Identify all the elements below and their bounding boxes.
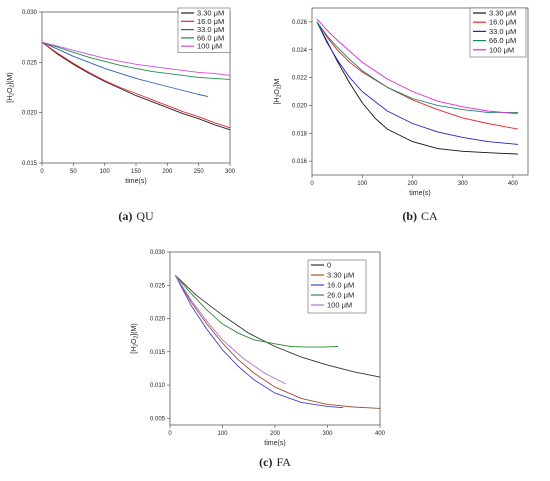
x-tick-label: 0 [40, 169, 44, 175]
x-tick-label: 100 [217, 431, 228, 437]
x-tick-label: 0 [168, 431, 172, 437]
x-tick-label: 300 [225, 169, 236, 175]
y-tick-label: 0.025 [22, 60, 38, 66]
panel-qu: 0 50 100 150 200 250 300 0.015 0.020 0.025 0.030 ti… [7, 7, 236, 185]
legend-label: 0 [327, 261, 331, 270]
legend-label: 3.30 μM [489, 9, 516, 18]
x-tick-label: 150 [131, 169, 142, 175]
x-axis-label: time(s) [125, 178, 146, 185]
y-axis-label: [H2O2](M) [7, 72, 16, 102]
y-tick-label: 0.026 [292, 20, 308, 26]
legend-box [177, 7, 231, 53]
y-tick-label: 0.016 [292, 159, 308, 165]
y-tick-label: 0.020 [150, 317, 166, 323]
legend-label: 100 μM [489, 45, 514, 54]
legend-label: 100 μM [197, 42, 222, 51]
x-tick-label: 200 [162, 169, 173, 175]
y-tick-label: 0.025 [150, 283, 166, 289]
series-line [41, 41, 209, 98]
y-tick-label: 0.015 [150, 350, 166, 356]
x-tick-label: 400 [508, 181, 519, 187]
legend-label: 3.30 μM [327, 271, 354, 280]
x-tick-label: 100 [100, 169, 111, 175]
y-axis-label: [H2O2]M [274, 78, 283, 104]
legend-box [307, 259, 367, 314]
legend-label: 66.0 μM [197, 33, 224, 42]
x-tick-label: 0 [310, 181, 314, 187]
caption-qu: (a) QU [118, 209, 154, 223]
plot-frame [311, 7, 529, 176]
series-line [41, 41, 231, 129]
legend-label: 16.0 μM [327, 281, 354, 290]
series-line [174, 274, 381, 378]
y-tick-label: 0.015 [22, 161, 38, 167]
legend-label: 100 μM [327, 301, 352, 310]
y-tick-label: 0.022 [292, 76, 308, 82]
series-line [174, 275, 286, 385]
y-tick-label: 0.020 [292, 103, 308, 109]
legend-label: 33.0 μM [197, 25, 224, 34]
legend-label: 3.30 μM [197, 9, 224, 18]
legend-label: 16.0 μM [489, 18, 516, 27]
y-tick-label: 0.005 [150, 416, 166, 422]
series-line [174, 275, 381, 409]
y-axis-label: [H2O2](M) [131, 323, 140, 353]
x-axis-label: time(s) [409, 190, 430, 197]
x-tick-label: 400 [375, 431, 386, 437]
y-tick-label: 0.020 [22, 111, 38, 117]
y-tick-label: 0.030 [22, 10, 38, 16]
x-tick-label: 200 [407, 181, 418, 187]
x-tick-label: 250 [194, 169, 205, 175]
x-tick-label: 300 [458, 181, 469, 187]
series-line [41, 41, 231, 76]
series-line [174, 275, 339, 348]
x-tick-label: 300 [322, 431, 333, 437]
x-axis-label: time(s) [264, 440, 285, 447]
series-line [41, 41, 231, 131]
series-line [174, 275, 344, 409]
legend-label: 33.0 μM [489, 27, 516, 36]
x-tick-label: 200 [270, 431, 281, 437]
series-line [316, 21, 519, 155]
series-line [316, 21, 518, 113]
series-line [316, 21, 519, 145]
y-tick-label: 0.018 [292, 131, 308, 137]
x-tick-label: 50 [70, 169, 77, 175]
legend-box [469, 7, 527, 58]
y-tick-label: 0.010 [150, 383, 166, 389]
x-tick-label: 100 [357, 181, 368, 187]
y-tick-label: 0.030 [150, 250, 166, 256]
panel-fa: 0 100 200 300 400 0.005 0.010 0.015 0.020 0.025 0.… [131, 250, 386, 447]
legend-label: 16.0 μM [197, 17, 224, 26]
legend-label: 66.0 μM [489, 36, 516, 45]
series-line [316, 18, 519, 115]
caption-ca: (b) CA [402, 209, 438, 223]
y-tick-label: 0.024 [292, 48, 308, 54]
caption-fa: (c) FA [259, 455, 291, 469]
legend-label: 26.0 μM [327, 291, 354, 300]
series-line [41, 41, 231, 80]
panel-ca: 0 100 200 300 400 0.016 0.018 0.020 0.022 0.024 0.… [274, 7, 529, 197]
